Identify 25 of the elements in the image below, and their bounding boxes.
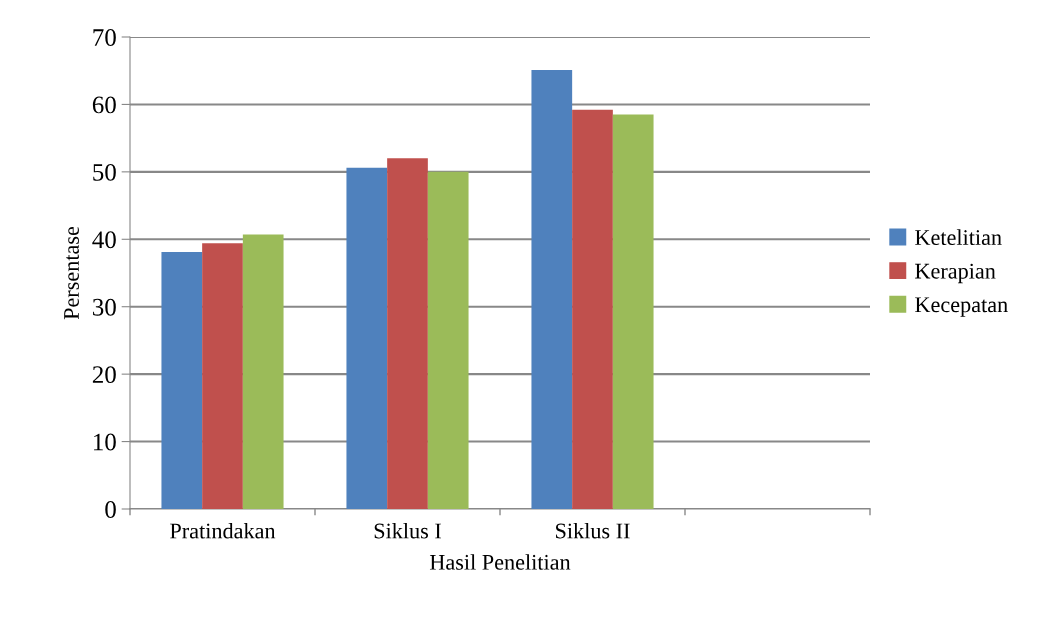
x-axis-title: Hasil Penelitian <box>429 554 571 570</box>
y-tick-label: 40 <box>92 231 116 249</box>
y-axis-title: Persentase <box>64 226 79 320</box>
y-tick-label: 30 <box>93 298 116 316</box>
legend-label: Kecepatan <box>915 297 1008 317</box>
y-tick-label: 20 <box>92 366 116 384</box>
legend-label: Kerapian <box>915 263 996 284</box>
bar <box>427 171 469 509</box>
bar <box>612 114 654 509</box>
y-tick-label: 70 <box>93 29 116 46</box>
legend-label: Ketelitian <box>915 229 1002 246</box>
bar <box>242 234 284 509</box>
y-tick-label: 0 <box>105 501 116 518</box>
bar <box>202 243 243 509</box>
y-tick-label: 50 <box>93 163 116 181</box>
bar <box>161 252 203 509</box>
y-tick-label: 60 <box>92 96 116 114</box>
x-tick-label: Pratindakan <box>170 522 276 539</box>
bar <box>572 109 613 509</box>
bar <box>531 70 573 509</box>
bar <box>387 158 428 509</box>
y-tick-label: 10 <box>94 433 116 451</box>
x-tick-label: Siklus II <box>556 522 630 539</box>
x-tick-label: Siklus I <box>374 522 441 539</box>
bar <box>346 167 388 509</box>
